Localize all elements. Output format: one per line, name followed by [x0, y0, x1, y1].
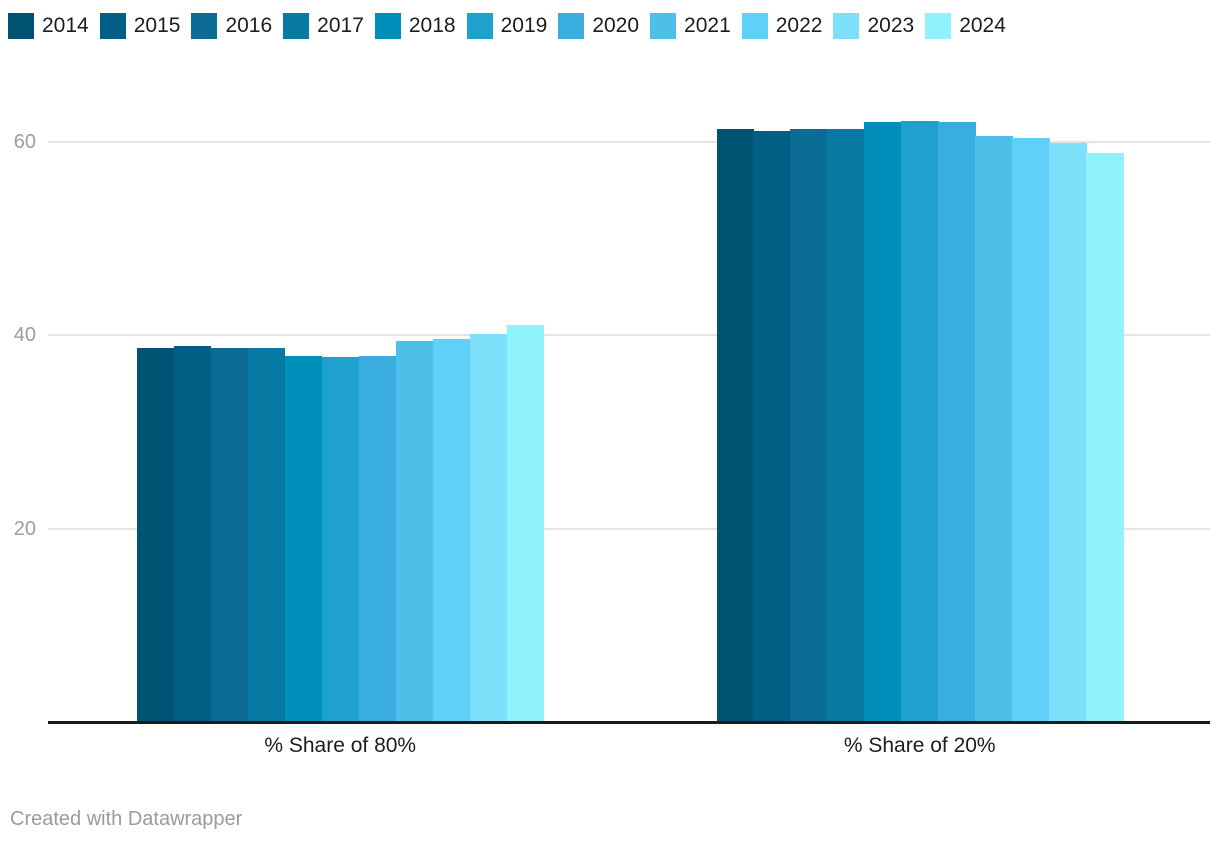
- legend-item-2024: 2024: [925, 13, 1006, 39]
- legend-swatch-2014-icon: [8, 13, 34, 39]
- legend-swatch-2023-icon: [833, 13, 860, 39]
- bar-2017-group2[interactable]: [827, 129, 865, 722]
- y-tick-label-60: 60: [13, 130, 36, 153]
- legend-swatch-2016-icon: [191, 13, 218, 39]
- legend-label: 2022: [775, 14, 823, 37]
- legend-label: 2014: [42, 14, 89, 37]
- legend-swatch-2024-icon: [925, 13, 952, 39]
- legend-item-2017: 2017: [283, 13, 364, 39]
- datawrapper-credit-link[interactable]: Created with Datawrapper: [10, 808, 243, 830]
- legend-swatch-2020-icon: [558, 13, 585, 39]
- legend-item-2023: 2023: [833, 13, 914, 39]
- bar-2014-group2[interactable]: [716, 129, 755, 722]
- bar-2024-group2[interactable]: [1086, 152, 1124, 722]
- bar-2019-group1[interactable]: [321, 356, 360, 722]
- bar-2016-group2[interactable]: [790, 129, 828, 722]
- gridline-40: [48, 334, 1210, 337]
- bar-2023-group2[interactable]: [1049, 142, 1087, 722]
- gridline-60: [48, 140, 1210, 143]
- bar-2022-group2[interactable]: [1012, 138, 1050, 722]
- legend-label: 2015: [133, 14, 181, 37]
- bar-2018-group1[interactable]: [284, 355, 323, 722]
- bar-2020-group1[interactable]: [358, 355, 397, 722]
- legend-label: 2023: [867, 14, 915, 37]
- legend-swatch-2015-icon: [99, 13, 126, 39]
- legend-item-2019: 2019: [466, 13, 548, 39]
- bar-2020-group2[interactable]: [938, 121, 976, 722]
- bar-2021-group1[interactable]: [395, 341, 434, 722]
- legend-label: 2017: [317, 14, 364, 37]
- legend-swatch-2017-icon: [283, 13, 310, 39]
- legend-label: 2016: [225, 14, 273, 37]
- gridline-20: [48, 527, 1210, 530]
- legend-item-2020: 2020: [558, 13, 639, 39]
- legend-swatch-2018-icon: [374, 13, 401, 39]
- y-tick-label-20: 20: [13, 517, 36, 540]
- legend-item-2016: 2016: [191, 13, 272, 39]
- category-label-group2: % Share of 20%: [843, 734, 996, 757]
- legend-item-2015: 2015: [99, 13, 181, 39]
- bar-2014-group1[interactable]: [137, 347, 175, 722]
- bar-2015-group2[interactable]: [753, 131, 791, 722]
- y-tick-label-40: 40: [13, 324, 36, 347]
- legend-item-2018: 2018: [374, 13, 456, 39]
- legend-item-2014: 2014: [8, 13, 89, 39]
- bar-2015-group1[interactable]: [173, 345, 212, 722]
- bar-2023-group1[interactable]: [469, 334, 508, 722]
- bar-2021-group2[interactable]: [975, 136, 1013, 722]
- legend-swatch-2019-icon: [466, 13, 493, 39]
- category-label-group1: % Share of 80%: [264, 734, 417, 757]
- legend-label: 2018: [408, 14, 456, 37]
- legend-swatch-2021-icon: [650, 13, 677, 39]
- bar-2017-group1[interactable]: [247, 347, 286, 722]
- bar-2018-group2[interactable]: [864, 121, 902, 722]
- chart-legend: 2014 2015 2016 2017 2018 2019 2020 2021 2022 2023…: [8, 13, 1017, 39]
- bar-2016-group1[interactable]: [210, 347, 249, 722]
- legend-swatch-2022-icon: [741, 13, 768, 39]
- x-axis-line: [48, 721, 1210, 724]
- bar-2022-group1[interactable]: [432, 339, 471, 722]
- legend-label: 2024: [959, 14, 1006, 37]
- bar-2024-group1[interactable]: [506, 324, 545, 722]
- legend-item-2022: 2022: [741, 13, 823, 39]
- bar-2019-group2[interactable]: [901, 120, 939, 722]
- legend-label: 2019: [500, 14, 548, 37]
- legend-label: 2021: [684, 14, 731, 37]
- legend-label: 2020: [592, 14, 640, 37]
- legend-item-2021: 2021: [650, 13, 731, 39]
